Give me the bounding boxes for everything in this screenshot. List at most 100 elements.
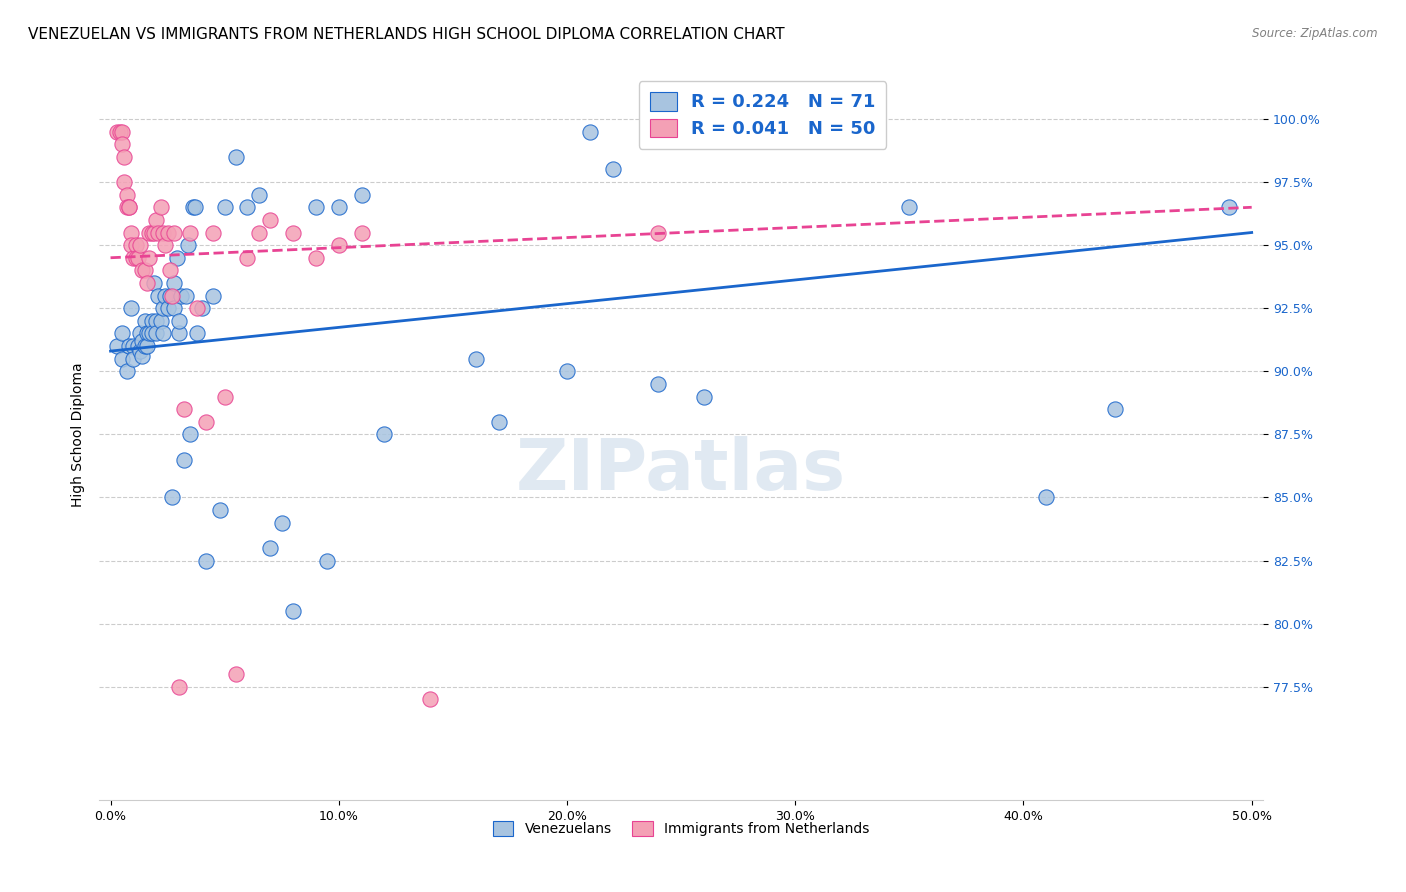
Point xyxy=(170,288,193,302)
Point xyxy=(209,503,232,517)
Point xyxy=(105,339,128,353)
Point xyxy=(156,226,179,240)
Point xyxy=(131,334,153,348)
Point xyxy=(131,349,153,363)
Point xyxy=(259,541,281,555)
Point xyxy=(141,226,163,240)
Point xyxy=(350,187,373,202)
Point xyxy=(195,415,218,429)
Point xyxy=(214,200,236,214)
Point xyxy=(316,553,339,567)
Point xyxy=(167,680,190,694)
Point xyxy=(138,251,160,265)
Point xyxy=(149,314,172,328)
Point xyxy=(693,390,716,404)
Point xyxy=(129,344,152,359)
Point xyxy=(115,200,138,214)
Point xyxy=(1104,402,1126,417)
Point xyxy=(602,162,624,177)
Point xyxy=(138,326,160,341)
Point xyxy=(145,314,167,328)
Point xyxy=(134,314,156,328)
Legend: Venezuelans, Immigrants from Netherlands: Venezuelans, Immigrants from Netherlands xyxy=(484,813,879,845)
Point xyxy=(173,452,195,467)
Point xyxy=(111,326,134,341)
Point xyxy=(124,238,146,252)
Point xyxy=(145,213,167,227)
Point xyxy=(120,301,142,316)
Point xyxy=(1218,200,1240,214)
Point xyxy=(236,200,259,214)
Point xyxy=(555,364,578,378)
Point xyxy=(111,351,134,366)
Point xyxy=(136,276,159,290)
Point xyxy=(163,301,186,316)
Point xyxy=(136,326,159,341)
Point xyxy=(118,200,141,214)
Point xyxy=(488,415,510,429)
Point xyxy=(647,376,669,391)
Point xyxy=(173,402,195,417)
Point xyxy=(115,187,138,202)
Point xyxy=(159,263,181,277)
Point xyxy=(111,125,134,139)
Point xyxy=(191,301,214,316)
Point xyxy=(122,251,145,265)
Point xyxy=(141,326,163,341)
Point xyxy=(186,301,208,316)
Point xyxy=(259,213,281,227)
Point xyxy=(305,251,328,265)
Point xyxy=(145,326,167,341)
Point xyxy=(120,238,142,252)
Point xyxy=(159,288,181,302)
Text: Source: ZipAtlas.com: Source: ZipAtlas.com xyxy=(1253,27,1378,40)
Point xyxy=(129,238,152,252)
Point xyxy=(464,351,486,366)
Point xyxy=(647,226,669,240)
Point xyxy=(898,200,921,214)
Point xyxy=(124,251,146,265)
Point xyxy=(152,326,174,341)
Point xyxy=(112,150,135,164)
Point xyxy=(118,200,141,214)
Point xyxy=(120,226,142,240)
Point xyxy=(148,226,170,240)
Point xyxy=(141,314,163,328)
Point xyxy=(155,238,177,252)
Point xyxy=(163,226,186,240)
Point xyxy=(122,339,145,353)
Point xyxy=(155,288,177,302)
Point xyxy=(186,326,208,341)
Point xyxy=(579,125,602,139)
Point xyxy=(115,364,138,378)
Point xyxy=(131,263,153,277)
Point xyxy=(181,200,204,214)
Point xyxy=(328,238,350,252)
Point xyxy=(149,200,172,214)
Point xyxy=(156,301,179,316)
Point xyxy=(179,427,201,442)
Point xyxy=(142,276,165,290)
Point xyxy=(142,226,165,240)
Y-axis label: High School Diploma: High School Diploma xyxy=(72,362,86,507)
Point xyxy=(195,553,218,567)
Point xyxy=(152,301,174,316)
Point xyxy=(152,226,174,240)
Point xyxy=(281,226,304,240)
Point xyxy=(163,276,186,290)
Text: ZIPatlas: ZIPatlas xyxy=(516,436,846,506)
Point xyxy=(148,288,170,302)
Point xyxy=(202,226,225,240)
Point xyxy=(247,187,270,202)
Point xyxy=(214,390,236,404)
Point xyxy=(225,150,247,164)
Point xyxy=(225,667,247,681)
Point xyxy=(167,314,190,328)
Point xyxy=(127,339,149,353)
Point xyxy=(373,427,395,442)
Text: VENEZUELAN VS IMMIGRANTS FROM NETHERLANDS HIGH SCHOOL DIPLOMA CORRELATION CHART: VENEZUELAN VS IMMIGRANTS FROM NETHERLAND… xyxy=(28,27,785,42)
Point xyxy=(108,125,131,139)
Point xyxy=(247,226,270,240)
Point xyxy=(105,125,128,139)
Point xyxy=(134,263,156,277)
